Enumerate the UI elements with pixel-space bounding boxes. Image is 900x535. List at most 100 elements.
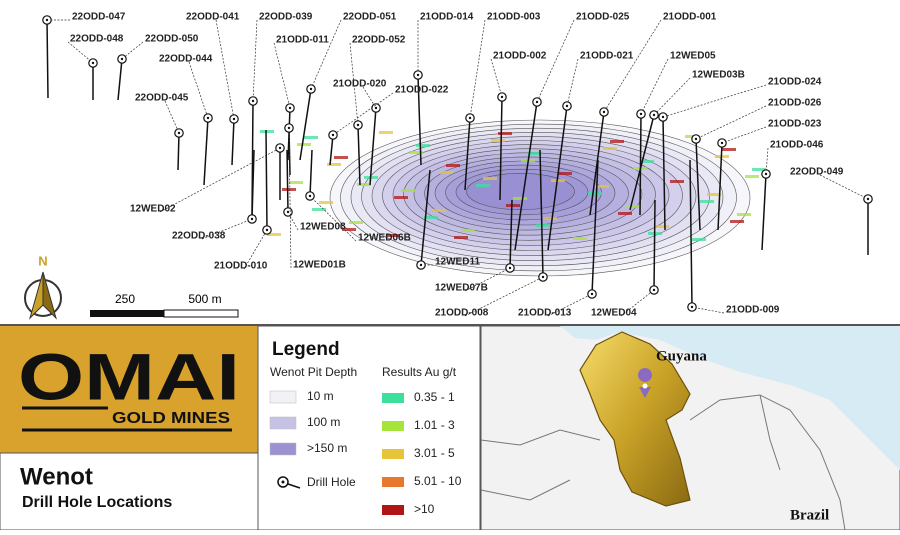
intercept	[379, 131, 393, 134]
drill-trace	[695, 138, 701, 231]
intercept	[528, 152, 542, 155]
leader-line	[464, 267, 511, 292]
intercept	[506, 204, 520, 207]
legend-label: >10	[414, 502, 435, 516]
title: Wenot	[20, 463, 93, 490]
drill-collar-dot	[468, 116, 472, 120]
legend-heading: Wenot Pit Depth	[270, 365, 357, 379]
drill-hole-label: 12WED08	[300, 222, 346, 233]
intercept	[610, 140, 624, 143]
drill-collar-dot	[690, 305, 694, 309]
subtitle: Drill Hole Locations	[22, 494, 172, 511]
intercept	[454, 236, 468, 239]
drill-hole-label: 21ODD-013	[518, 308, 572, 319]
legend-swatch	[269, 416, 297, 430]
drill-collar-dot	[416, 73, 420, 77]
drill-trace	[717, 142, 723, 231]
legend-label: 100 m	[307, 415, 340, 429]
drill-collar-dot	[764, 172, 768, 176]
drill-hole-label: 22ODD-044	[159, 54, 213, 65]
legend-swatch	[382, 449, 404, 459]
leader-line	[67, 41, 94, 64]
drill-hole-label: 21ODD-026	[768, 98, 822, 109]
drill-hole-label: 12WED04	[591, 308, 637, 319]
drill-trace	[464, 117, 471, 191]
drill-collar-dot	[206, 116, 210, 120]
intercept	[386, 234, 400, 237]
drill-trace	[662, 116, 666, 231]
drill-collar-dot	[541, 275, 545, 279]
drill-hole-label: 22ODD-045	[135, 93, 189, 104]
drill-hole-label: 12WED05	[670, 51, 716, 62]
legend-items: 10 m 100 m >150 m 0.35 - 1 1.01 - 3 3.01 - 5 5…	[269, 389, 462, 516]
drill-trace	[329, 134, 334, 166]
drill-collar-dot	[177, 131, 181, 135]
drill-hole-label: 21ODD-024	[768, 77, 822, 88]
intercept	[745, 175, 759, 178]
leader-line	[188, 61, 209, 119]
legend-swatch	[382, 505, 404, 515]
leader-line	[620, 289, 655, 317]
intercept	[700, 200, 714, 203]
drill-hole-label: 22ODD-051	[343, 12, 397, 23]
drill-trace	[591, 159, 599, 295]
intercept	[476, 184, 490, 187]
leader-line	[288, 127, 292, 269]
drill-hole: 21ODD-003	[464, 12, 541, 191]
leader-line	[819, 174, 869, 200]
intercept	[551, 179, 565, 182]
intercept	[304, 136, 318, 139]
intercept	[655, 225, 669, 228]
drill-collar-dot	[661, 115, 665, 119]
drill-hole-label: 21ODD-011	[276, 35, 329, 46]
intercept	[401, 189, 415, 192]
drill-hole-label: 21ODD-003	[487, 12, 541, 23]
drill-hole: 21ODD-011	[273, 35, 329, 161]
drill-trace	[231, 118, 235, 166]
drill-collar-dot	[232, 117, 236, 121]
north-arrow: N	[24, 253, 62, 320]
intercept	[618, 212, 632, 215]
drill-hole: 21ODD-002	[490, 51, 547, 201]
drill-collar-dot	[652, 288, 656, 292]
leader-line	[201, 218, 253, 240]
intercept	[297, 143, 311, 146]
north-label: N	[38, 253, 47, 268]
drill-hole: 12WED01B	[284, 123, 346, 271]
drill-collar-dot	[288, 106, 292, 110]
drill-hole: 12WED03B	[629, 70, 745, 211]
drill-hole-label: 22ODD-041	[186, 12, 240, 23]
drill-hole-label: 22ODD-048	[70, 34, 124, 45]
drill-hole-label: 21ODD-023	[768, 119, 822, 130]
drill-collar-dot	[694, 137, 698, 141]
leader-line	[362, 86, 377, 109]
intercept	[573, 237, 587, 240]
legend-drill-hole: Drill Hole	[277, 475, 356, 489]
drill-trace	[309, 149, 313, 197]
drill-hole-label: 21ODD-021	[580, 51, 634, 62]
intercept	[409, 151, 423, 154]
leader-line	[721, 126, 767, 144]
drill-hole: 21ODD-014	[413, 12, 474, 166]
drill-trace	[177, 132, 180, 171]
drill-hole-label: 22ODD-038	[172, 231, 226, 242]
drill-hole-label: 21ODD-020	[333, 79, 387, 90]
drill-hole-label: 21ODD-022	[395, 85, 449, 96]
logo-panel	[0, 326, 258, 453]
legend-label: >150 m	[307, 441, 347, 455]
drill-collar-dot	[286, 210, 290, 214]
leader-line	[469, 19, 486, 119]
inset-label: Brazil	[790, 507, 829, 523]
drill-collar-dot	[251, 99, 255, 103]
drill-hole: 21ODD-009	[687, 159, 780, 316]
intercept	[737, 213, 751, 216]
drill-collar-dot	[590, 292, 594, 296]
drill-hole: 12WED11	[416, 169, 480, 270]
drill-collar-dot	[565, 104, 569, 108]
intercept	[722, 148, 736, 151]
drill-hole-label: 22ODD-047	[72, 12, 126, 23]
drill-collar-dot	[652, 113, 656, 117]
drill-hole-label: 21ODD-046	[770, 140, 824, 151]
drill-trace	[653, 199, 656, 291]
